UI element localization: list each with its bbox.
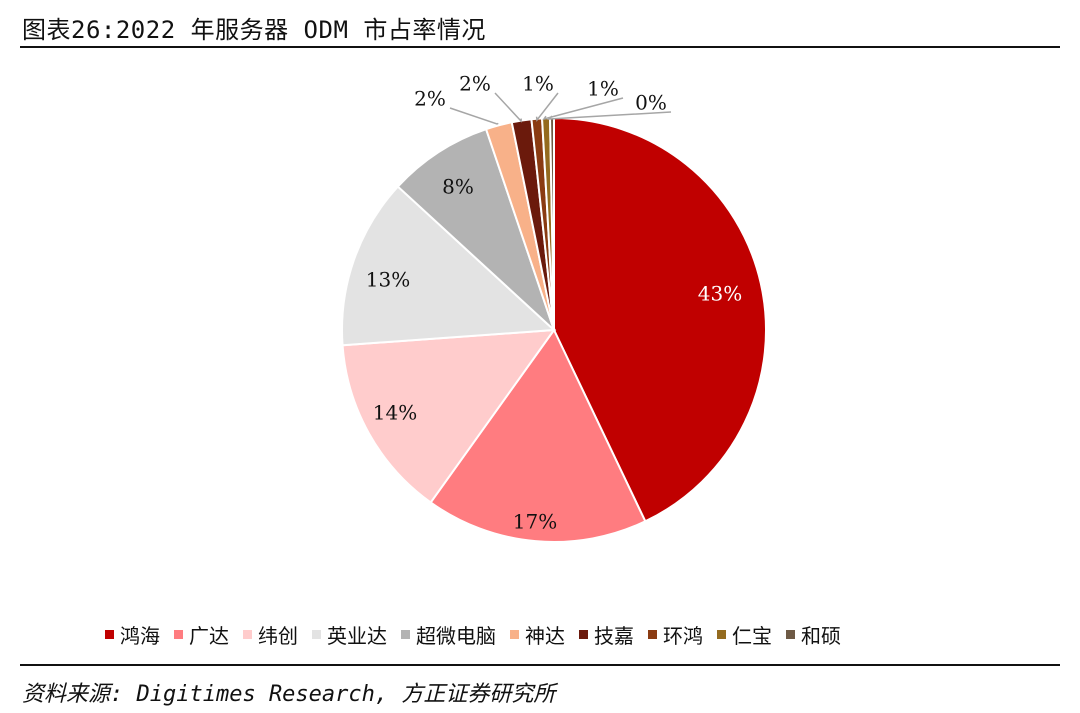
source-note: 资料来源: Digitimes Research, 方正证券研究所 — [22, 682, 556, 707]
data-label: 2% — [414, 87, 446, 111]
legend-swatch — [579, 630, 588, 639]
data-label: 1% — [587, 77, 619, 101]
legend-item: 神达 — [510, 620, 565, 649]
legend-label: 仁宝 — [732, 624, 772, 648]
pie-slice — [341, 185, 557, 347]
pie-slice — [396, 127, 555, 331]
legend-item: 超微电脑 — [401, 620, 496, 649]
legend-item: 鸿海 — [105, 620, 160, 649]
data-label: 1% — [522, 72, 554, 96]
legend-swatch — [786, 630, 795, 639]
legend-swatch — [243, 630, 252, 639]
data-label: 13% — [366, 268, 410, 292]
data-label: 17% — [513, 510, 557, 534]
data-label: 8% — [442, 175, 474, 199]
leader-line — [542, 97, 624, 121]
pie-slice — [341, 328, 557, 504]
legend-item: 广达 — [174, 620, 229, 649]
legend-item: 仁宝 — [717, 620, 772, 649]
legend-item: 和硕 — [786, 620, 841, 649]
legend-item: 环鸿 — [648, 620, 703, 649]
legend-swatch — [648, 630, 657, 639]
pie-slice — [553, 116, 767, 523]
legend-label: 纬创 — [258, 624, 298, 648]
legend-swatch — [105, 630, 114, 639]
leader-line — [494, 92, 522, 123]
legend-label: 英业达 — [327, 624, 387, 648]
data-label: 0% — [635, 91, 667, 115]
legend-label: 神达 — [525, 624, 565, 648]
legend-item: 技嘉 — [579, 620, 634, 649]
data-label: 2% — [459, 72, 491, 96]
legend-item: 英业达 — [312, 620, 387, 649]
title-rule — [20, 46, 1060, 48]
chart-title: 图表26:2022 年服务器 ODM 市占率情况 — [22, 16, 486, 44]
leader-line — [535, 92, 559, 122]
legend-swatch — [312, 630, 321, 639]
data-label: 14% — [373, 401, 417, 425]
leader-line — [449, 107, 499, 125]
legend-label: 超微电脑 — [416, 624, 496, 648]
legend-swatch — [401, 630, 410, 639]
legend-label: 环鸿 — [663, 624, 703, 648]
leader-line — [547, 111, 672, 120]
legend-label: 广达 — [189, 624, 229, 648]
legend-swatch — [717, 630, 726, 639]
legend-label: 技嘉 — [594, 624, 634, 648]
legend-swatch — [174, 630, 183, 639]
legend-label: 鸿海 — [120, 624, 160, 648]
legend: 鸿海 广达 纬创 英业达 超微电脑 神达 技嘉 环鸿 仁宝 和硕 — [105, 620, 841, 649]
legend-label: 和硕 — [801, 624, 841, 648]
source-rule — [20, 664, 1060, 666]
data-label: 43% — [698, 282, 742, 306]
pie-slice — [429, 328, 647, 543]
legend-swatch — [510, 630, 519, 639]
legend-item: 纬创 — [243, 620, 298, 649]
